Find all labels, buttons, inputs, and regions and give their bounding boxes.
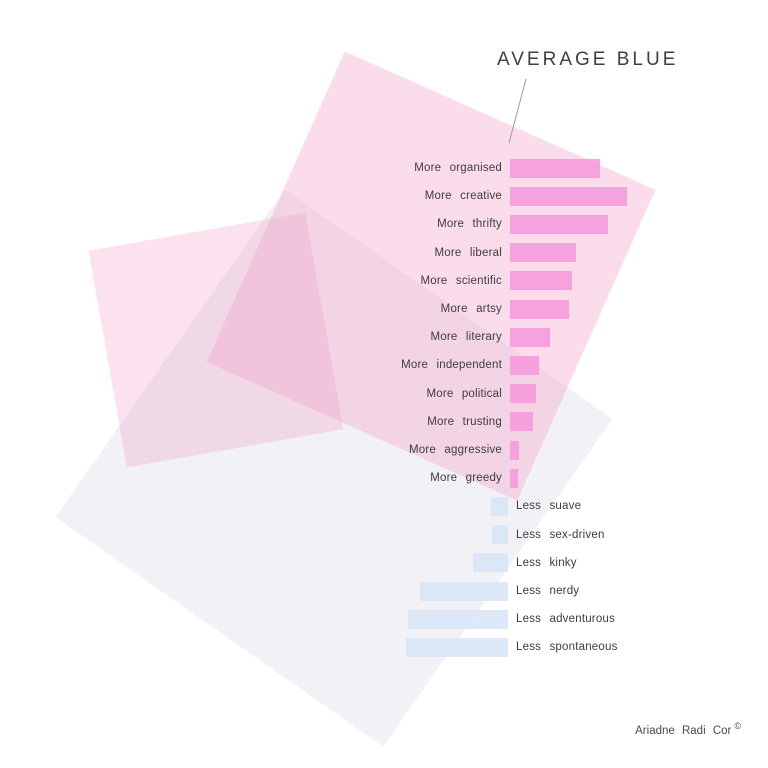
bar-label: More thrifty — [437, 218, 502, 231]
bar-label: Less spontaneous — [516, 641, 618, 654]
bar-label: More trusting — [427, 415, 502, 428]
bar-label: Less suave — [516, 500, 582, 513]
credit-name: Ariadne Radi Cor — [635, 725, 732, 737]
bar-less — [491, 496, 508, 516]
bar-more — [510, 158, 600, 178]
bar-label: Less adventurous — [516, 613, 615, 626]
copyright-symbol: © — [734, 721, 741, 731]
bar-label: More organised — [414, 162, 502, 174]
bar-less — [473, 553, 508, 573]
bar-more — [510, 299, 569, 319]
bar-more — [510, 243, 576, 263]
bar-label: More artsy — [440, 303, 502, 315]
bar-label: More aggressive — [408, 444, 502, 456]
bar-less — [420, 581, 508, 601]
bar-label: More literary — [430, 331, 502, 344]
bar-label: More political — [426, 387, 502, 400]
bar-less — [406, 637, 508, 657]
bar-more — [510, 214, 608, 234]
footer-credit: Ariadne Radi Cor © — [635, 721, 741, 737]
bar-more — [510, 186, 627, 206]
bar-more — [510, 384, 536, 404]
bar-more — [510, 327, 550, 347]
bar-more — [510, 412, 533, 432]
chart-title: AVERAGE BLUE — [497, 49, 679, 70]
bar-label: More liberal — [434, 246, 502, 259]
bar-label: Less kinky — [516, 556, 577, 569]
bar-less — [492, 525, 508, 545]
bar-more — [510, 355, 539, 375]
bar-more — [510, 468, 518, 488]
bar-label: Less nerdy — [516, 585, 580, 597]
bar-label: More independent — [401, 359, 502, 372]
bar-label: Less sex-driven — [516, 528, 605, 541]
bar-label: More greedy — [430, 472, 502, 485]
bar-more — [510, 440, 519, 460]
bar-less — [408, 609, 508, 629]
bar-more — [510, 271, 572, 291]
bar-label: More creative — [424, 190, 502, 203]
bar-label: More scientific — [420, 274, 502, 287]
